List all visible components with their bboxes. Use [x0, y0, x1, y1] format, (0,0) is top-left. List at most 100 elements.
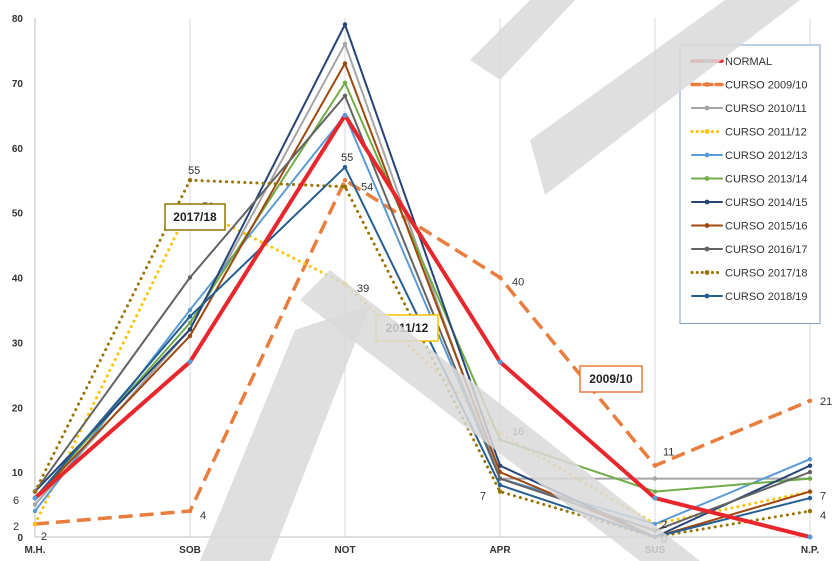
data-label-curso-2009-10-sus: 11 — [663, 447, 674, 459]
series-line-curso-2014-15 — [34, 23, 811, 538]
legend-label: CURSO 2012/13 — [725, 150, 808, 162]
point-curso-2013-14-sob — [187, 320, 193, 326]
legend-marker — [704, 105, 710, 111]
point-curso-2015-16-n-p — [807, 489, 813, 494]
y-tick-label: 10 — [12, 468, 24, 479]
series-normal — [32, 112, 813, 540]
point-curso-2013-14-n-p — [807, 476, 813, 481]
x-tick-label-apr: APR — [489, 545, 511, 556]
point-curso-2016-17-not — [342, 93, 348, 99]
point-curso-2018-19-not — [342, 165, 348, 170]
legend-marker — [704, 223, 710, 228]
legend-item-curso-2011-12: CURSO 2011/12 — [690, 127, 807, 139]
series-line-normal — [33, 113, 812, 539]
point-curso-2017-18-n-p — [807, 508, 813, 514]
legend-marker — [704, 82, 710, 87]
point-curso-2015-16-not — [342, 61, 348, 66]
annotation-text: 2009/10 — [589, 372, 633, 386]
legend-label: CURSO 2018/19 — [725, 291, 808, 303]
series-curso-2013-14 — [32, 80, 813, 501]
y-tick-label: 70 — [12, 79, 24, 90]
data-label-curso-2017-18-n-p: 4 — [820, 510, 826, 522]
legend-box — [679, 44, 821, 324]
y-tick-label: 60 — [12, 144, 24, 155]
legend-label: CURSO 2017/18 — [725, 268, 808, 280]
point-curso-2017-18-sob — [187, 177, 193, 183]
point-curso-2014-15-sob — [187, 327, 193, 332]
point-curso-2014-15-not — [342, 22, 348, 27]
data-label-curso-2017-18-not: 54 — [361, 182, 373, 194]
y-tick-label: 80 — [12, 14, 24, 25]
point-curso-2015-16-apr — [497, 469, 503, 475]
y-tick-label: 20 — [12, 403, 24, 414]
series-line-curso-2016-17 — [34, 94, 811, 532]
series-line-curso-2012-13 — [34, 114, 811, 526]
point-curso-2010-11-sus — [652, 476, 658, 481]
point-curso-2010-11-m-h — [32, 502, 38, 507]
data-label-curso-2011-12-not: 39 — [357, 283, 369, 295]
legend-item-curso-2015-16: CURSO 2015/16 — [691, 221, 808, 233]
annotation-box — [164, 203, 226, 231]
annotation-2017-18: 2017/18 — [164, 203, 226, 231]
point-curso-2012-13-n-p — [807, 456, 813, 462]
data-label-curso-2017-18-apr: 7 — [480, 491, 486, 503]
legend-label: CURSO 2013/14 — [725, 174, 808, 186]
point-normal-not — [342, 112, 348, 118]
y-tick-label: 40 — [12, 274, 24, 285]
legend-marker — [704, 293, 710, 299]
data-label-curso-2011-12-sus: 2 — [661, 519, 667, 531]
series-line-curso-2009-10 — [34, 178, 811, 526]
annotation-2009-10: 2009/10 — [579, 365, 643, 393]
data-label-curso-2018-19-not: 55 — [341, 152, 353, 164]
point-curso-2009-10-sus — [652, 463, 658, 468]
legend-label: CURSO 2010/11 — [725, 103, 807, 115]
point-curso-2010-11-not — [342, 41, 348, 47]
x-tick-label-sob: SOB — [179, 545, 201, 556]
legend-item-curso-2014-15: CURSO 2014/15 — [691, 197, 808, 209]
point-curso-2012-13-m-h — [32, 508, 38, 514]
point-curso-2016-17-n-p — [807, 469, 813, 475]
point-curso-2013-14-sus — [652, 489, 658, 494]
point-curso-2012-13-sob — [187, 307, 193, 313]
series-line-curso-2015-16 — [34, 62, 811, 538]
point-curso-2009-10-sob — [187, 508, 193, 514]
point-normal-n-p — [807, 534, 813, 540]
point-curso-2018-19-n-p — [807, 495, 813, 501]
point-normal-sob — [187, 359, 193, 365]
x-tick-label-not: NOT — [334, 545, 355, 556]
legend-label: NORMAL — [725, 56, 772, 68]
data-label-curso-2009-10-apr: 40 — [512, 277, 524, 289]
legend-label: CURSO 2014/15 — [725, 197, 808, 209]
series-curso-2009-10 — [32, 177, 813, 527]
legend-item-curso-2017-18: CURSO 2017/18 — [690, 268, 808, 280]
legend-item-curso-2009-10: CURSO 2009/10 — [690, 80, 808, 92]
point-curso-2017-18-not — [342, 184, 348, 189]
legend-label: CURSO 2015/16 — [725, 221, 808, 233]
data-label-curso-2009-10-m-h: 2 — [13, 521, 19, 533]
point-normal-sus — [652, 495, 658, 501]
x-tick-label-n-p: N.P. — [801, 545, 819, 556]
point-normal-m-h — [32, 495, 38, 501]
y-tick-label: 30 — [12, 338, 24, 349]
point-curso-2015-16-sob — [187, 333, 193, 339]
watermark — [200, 0, 800, 561]
data-label-normal-m-h: 6 — [13, 495, 19, 507]
point-curso-2011-12-m-h — [32, 521, 38, 527]
legend-marker — [704, 246, 710, 252]
legend-label: CURSO 2011/12 — [725, 127, 807, 139]
point-curso-2016-17-sob — [187, 275, 193, 280]
legend-label: CURSO 2009/10 — [725, 80, 808, 92]
point-curso-2017-18-apr — [497, 489, 503, 494]
annotation-text: 2017/18 — [173, 210, 217, 224]
legend-marker — [704, 270, 710, 275]
point-normal-apr — [497, 359, 503, 365]
series-line-curso-2013-14 — [34, 81, 811, 500]
y-tick-label: 0 — [17, 533, 23, 544]
legend-item-curso-2018-19: CURSO 2018/19 — [691, 291, 808, 303]
data-label-curso-2017-18-sob: 55 — [188, 165, 200, 177]
legend-item-curso-2016-17: CURSO 2016/17 — [691, 244, 808, 256]
legend-item-curso-2012-13: CURSO 2012/13 — [691, 150, 808, 162]
point-curso-2018-19-sob — [187, 314, 193, 319]
